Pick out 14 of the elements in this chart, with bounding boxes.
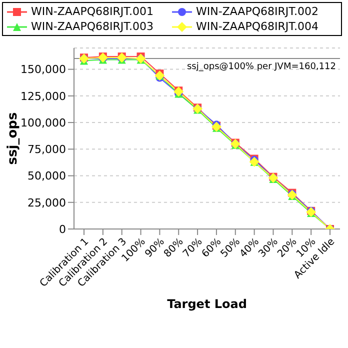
- y-tick-label: 50,000: [28, 170, 66, 183]
- legend-label: WIN-ZAAPQ68IRJT.004: [196, 20, 319, 33]
- y-axis-title: ssj_ops: [6, 112, 21, 165]
- legend-label: WIN-ZAAPQ68IRJT.003: [31, 20, 154, 33]
- y-tick-label: 25,000: [28, 196, 66, 210]
- ref-line-label: ssj_ops@100% per JVM=160,112: [186, 62, 336, 72]
- y-tick-label: 125,000: [20, 90, 66, 103]
- y-tick-label: 100,000: [20, 116, 66, 130]
- x-axis-title: Target Load: [167, 297, 247, 311]
- y-tick-label: 75,000: [28, 143, 66, 156]
- y-tick-label: 0: [59, 222, 66, 236]
- y-tick-label: 150,000: [20, 63, 66, 76]
- legend-label: WIN-ZAAPQ68IRJT.001: [31, 5, 154, 18]
- legend-label: WIN-ZAAPQ68IRJT.002: [196, 5, 319, 18]
